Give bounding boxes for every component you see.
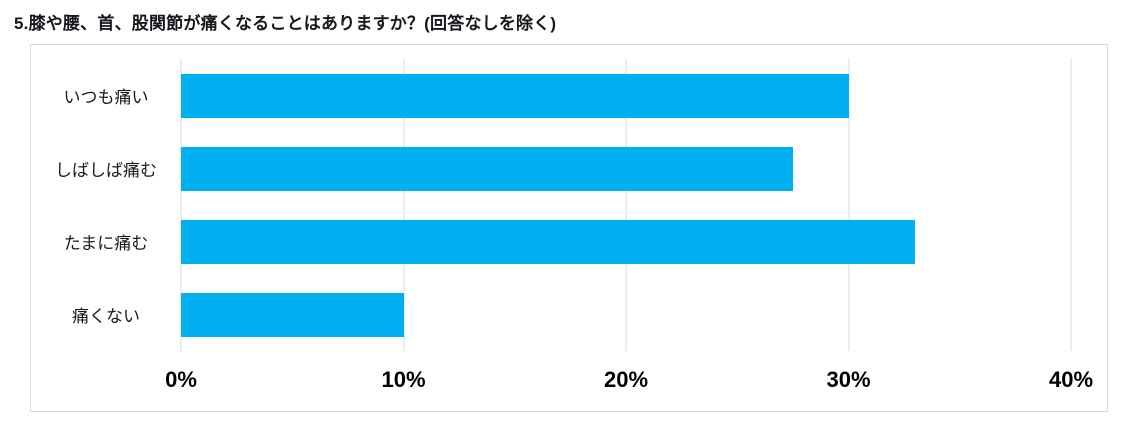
x-tick-label: 20% — [603, 367, 649, 392]
bar-row: いつも痛い — [31, 59, 1071, 132]
category-label: しばしば痛む — [55, 161, 157, 180]
bar-いつも痛い — [181, 73, 849, 118]
bar-row: 痛くない — [31, 278, 1071, 351]
plot-area: いつも痛いしばしば痛む たまに痛む痛くない — [31, 59, 1072, 351]
chart-plot-box: いつも痛いしばしば痛む たまに痛む痛くない 0% 10% 20% 30% 40% — [30, 44, 1108, 412]
category-label: 痛くない — [72, 307, 140, 326]
bar-track — [181, 205, 1071, 278]
x-tick-label: 30% — [826, 367, 871, 392]
bar-row: しばしば痛む — [31, 132, 1071, 205]
x-tick-label: 10% — [381, 367, 426, 392]
category-label: いつも痛い — [63, 88, 149, 107]
x-axis: 0% 10% 20% 30% 40% — [165, 363, 1093, 399]
chart-title: 5.膝や腰、首、股関節が痛くなることはありますか？(回答なしを除く) — [14, 14, 557, 33]
bar-たまに痛む — [181, 219, 916, 264]
x-tick-label: 0% — [165, 367, 197, 392]
x-tick-label: 40% — [1048, 367, 1094, 392]
bar-track — [181, 132, 1071, 205]
bar-track — [181, 59, 1071, 132]
bar-しばしば痛む — [181, 146, 793, 191]
bar-痛くない — [181, 292, 404, 337]
bar-row: たまに痛む — [31, 205, 1071, 278]
bar-track — [181, 278, 1071, 351]
bar-rows: いつも痛いしばしば痛む たまに痛む痛くない — [31, 59, 1071, 351]
category-label: たまに痛む — [63, 234, 149, 253]
